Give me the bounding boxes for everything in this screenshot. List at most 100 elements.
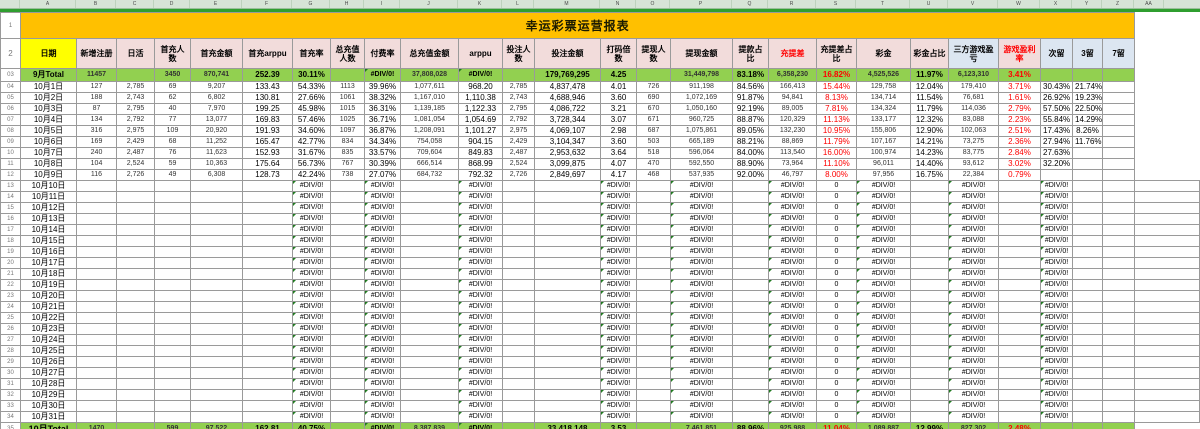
empty-cell-r20-c3[interactable] bbox=[190, 400, 243, 412]
empty-cell-r0-c0[interactable] bbox=[76, 180, 117, 192]
empty-cell-r17-c11[interactable] bbox=[534, 367, 601, 379]
row-number[interactable]: 25 bbox=[0, 312, 21, 324]
empty-cell-r20-c14[interactable]: #DIV/0! bbox=[670, 400, 733, 412]
empty-cell-r12-c22[interactable]: #DIV/0! bbox=[1040, 312, 1073, 324]
empty-cell-r13-c2[interactable] bbox=[154, 323, 191, 335]
october-total-cell-0[interactable]: 1470 bbox=[76, 422, 117, 429]
empty-cell-r20-c5[interactable]: #DIV/0! bbox=[292, 400, 331, 412]
cell-r4-c14[interactable]: 1,075,861 bbox=[670, 125, 733, 137]
cell-r4-c5[interactable]: 34.60% bbox=[292, 125, 331, 137]
cell-r4-c1[interactable]: 2,975 bbox=[116, 125, 155, 137]
empty-cell-r19-c8[interactable] bbox=[400, 389, 459, 401]
september-total-cell-24[interactable] bbox=[1101, 68, 1136, 82]
row-date[interactable]: 10月17日 bbox=[20, 257, 77, 269]
october-total-cell-4[interactable]: 162.81 bbox=[242, 422, 293, 429]
column-letter-O[interactable]: O bbox=[636, 0, 670, 8]
cell-r5-c19[interactable]: 14.21% bbox=[910, 136, 949, 148]
cell-r7-c19[interactable]: 14.40% bbox=[910, 158, 949, 170]
september-total-cell-2[interactable]: 3450 bbox=[154, 68, 191, 82]
cell-r6-c17[interactable]: 16.00% bbox=[816, 147, 857, 159]
empty-cell-r3-c21[interactable] bbox=[998, 213, 1041, 225]
column-letter-Y[interactable]: Y bbox=[1072, 0, 1102, 8]
cell-r6-c20[interactable]: 83,775 bbox=[948, 147, 999, 159]
empty-cell-r17-c14[interactable]: #DIV/0! bbox=[670, 367, 733, 379]
empty-cell-r19-c22[interactable]: #DIV/0! bbox=[1040, 389, 1073, 401]
row-number[interactable]: 08 bbox=[0, 125, 21, 137]
empty-cell-r12-c24[interactable] bbox=[1101, 312, 1136, 324]
empty-cell-r11-c4[interactable] bbox=[242, 301, 293, 313]
empty-cell-r3-c5[interactable]: #DIV/0! bbox=[292, 213, 331, 225]
october-total-cell-1[interactable] bbox=[116, 422, 155, 429]
empty-cell-r14-c25[interactable] bbox=[1134, 334, 1200, 346]
september-total-cell-15[interactable]: 83.18% bbox=[732, 68, 769, 82]
cell-r4-c16[interactable]: 132,230 bbox=[768, 125, 817, 137]
empty-cell-r17-c10[interactable] bbox=[502, 367, 535, 379]
empty-cell-r17-c25[interactable] bbox=[1134, 367, 1200, 379]
row-date[interactable]: 10月11日 bbox=[20, 191, 77, 203]
cell-r2-c23[interactable]: 22.50% bbox=[1072, 103, 1103, 115]
empty-cell-r17-c3[interactable] bbox=[190, 367, 243, 379]
empty-cell-r20-c7[interactable]: #DIV/0! bbox=[364, 400, 401, 412]
empty-cell-r3-c19[interactable] bbox=[910, 213, 949, 225]
empty-cell-r19-c1[interactable] bbox=[116, 389, 155, 401]
empty-cell-r21-c5[interactable]: #DIV/0! bbox=[292, 411, 331, 423]
empty-cell-r10-c5[interactable]: #DIV/0! bbox=[292, 290, 331, 302]
column-header-21[interactable]: 三方游戏盈亏 bbox=[948, 38, 999, 69]
empty-cell-r13-c0[interactable] bbox=[76, 323, 117, 335]
empty-cell-r2-c5[interactable]: #DIV/0! bbox=[292, 202, 331, 214]
empty-cell-r2-c12[interactable]: #DIV/0! bbox=[600, 202, 637, 214]
empty-cell-r3-c12[interactable]: #DIV/0! bbox=[600, 213, 637, 225]
cell-r8-c13[interactable]: 468 bbox=[636, 169, 671, 181]
empty-cell-r21-c16[interactable]: #DIV/0! bbox=[768, 411, 817, 423]
empty-cell-r19-c5[interactable]: #DIV/0! bbox=[292, 389, 331, 401]
row-date[interactable]: 10月31日 bbox=[20, 411, 77, 423]
row-number[interactable]: 29 bbox=[0, 356, 21, 368]
october-total-cell-9[interactable]: #DIV/0! bbox=[458, 422, 503, 429]
empty-cell-r4-c12[interactable]: #DIV/0! bbox=[600, 224, 637, 236]
empty-cell-r15-c11[interactable] bbox=[534, 345, 601, 357]
empty-cell-r12-c5[interactable]: #DIV/0! bbox=[292, 312, 331, 324]
empty-cell-r13-c15[interactable] bbox=[732, 323, 769, 335]
empty-cell-r1-c16[interactable]: #DIV/0! bbox=[768, 191, 817, 203]
empty-cell-r4-c19[interactable] bbox=[910, 224, 949, 236]
empty-cell-r11-c13[interactable] bbox=[636, 301, 671, 313]
empty-cell-r14-c10[interactable] bbox=[502, 334, 535, 346]
empty-cell-r5-c17[interactable]: 0 bbox=[816, 235, 857, 247]
cell-r0-c20[interactable]: 179,410 bbox=[948, 81, 999, 93]
cell-r8-c7[interactable]: 27.07% bbox=[364, 169, 401, 181]
empty-cell-r7-c15[interactable] bbox=[732, 257, 769, 269]
empty-cell-r9-c13[interactable] bbox=[636, 279, 671, 291]
cell-r0-c4[interactable]: 133.43 bbox=[242, 81, 293, 93]
cell-r2-c0[interactable]: 87 bbox=[76, 103, 117, 115]
empty-cell-r8-c3[interactable] bbox=[190, 268, 243, 280]
column-header-24[interactable]: 3留 bbox=[1072, 38, 1103, 69]
empty-cell-r11-c6[interactable] bbox=[330, 301, 365, 313]
row-number[interactable]: 15 bbox=[0, 202, 21, 214]
empty-cell-r18-c12[interactable]: #DIV/0! bbox=[600, 378, 637, 390]
empty-cell-r6-c0[interactable] bbox=[76, 246, 117, 258]
empty-cell-r7-c21[interactable] bbox=[998, 257, 1041, 269]
empty-cell-r13-c24[interactable] bbox=[1101, 323, 1136, 335]
empty-cell-r3-c23[interactable] bbox=[1072, 213, 1103, 225]
row-date[interactable]: 10月19日 bbox=[20, 279, 77, 291]
cell-r1-c21[interactable]: 1.61% bbox=[998, 92, 1041, 104]
empty-cell-r1-c23[interactable] bbox=[1072, 191, 1103, 203]
empty-cell-r3-c6[interactable] bbox=[330, 213, 365, 225]
empty-cell-r10-c24[interactable] bbox=[1101, 290, 1136, 302]
empty-cell-r5-c19[interactable] bbox=[910, 235, 949, 247]
empty-cell-r4-c22[interactable]: #DIV/0! bbox=[1040, 224, 1073, 236]
empty-cell-r6-c24[interactable] bbox=[1101, 246, 1136, 258]
empty-cell-r8-c24[interactable] bbox=[1101, 268, 1136, 280]
empty-cell-r21-c11[interactable] bbox=[534, 411, 601, 423]
column-header-8[interactable]: 付费率 bbox=[364, 38, 401, 69]
empty-cell-r16-c16[interactable]: #DIV/0! bbox=[768, 356, 817, 368]
empty-cell-r7-c11[interactable] bbox=[534, 257, 601, 269]
empty-cell-r16-c25[interactable] bbox=[1134, 356, 1200, 368]
october-total-cell-24[interactable] bbox=[1101, 422, 1136, 429]
empty-cell-r14-c5[interactable]: #DIV/0! bbox=[292, 334, 331, 346]
empty-cell-r7-c12[interactable]: #DIV/0! bbox=[600, 257, 637, 269]
empty-cell-r6-c25[interactable] bbox=[1134, 246, 1200, 258]
column-header-12[interactable]: 投注金额 bbox=[534, 38, 601, 69]
empty-cell-r1-c13[interactable] bbox=[636, 191, 671, 203]
september-total-cell-17[interactable]: 16.82% bbox=[816, 68, 857, 82]
